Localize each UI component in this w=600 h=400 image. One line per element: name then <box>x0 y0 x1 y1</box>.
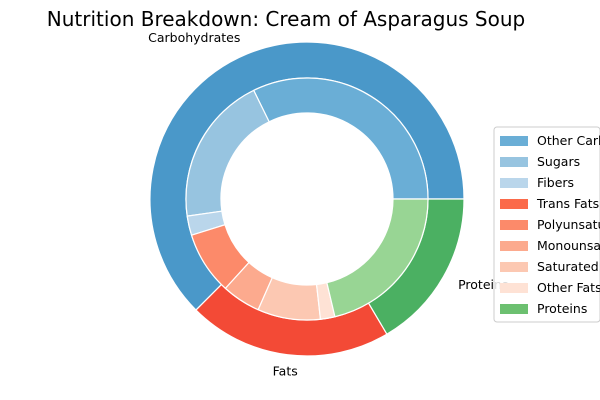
legend-label-fibers: Fibers <box>537 175 574 190</box>
legend-swatch-fibers <box>500 178 528 188</box>
legend-label-monounsaturated-fats: Monounsaturated Fats <box>537 238 600 253</box>
legend-label-sugars: Sugars <box>537 154 580 169</box>
legend-label-other-carbohydrates: Other Carbohydrates <box>537 133 600 148</box>
legend-label-proteins: Proteins <box>537 301 587 316</box>
inner-ring <box>185 77 429 321</box>
legend-swatch-proteins <box>500 304 528 314</box>
inner-slice-proteins <box>326 198 429 318</box>
legend-swatch-other-fats <box>500 283 528 293</box>
legend-swatch-trans-fats <box>500 199 528 209</box>
legend-label-trans-fats: Trans Fats <box>536 196 599 211</box>
chart-title: Nutrition Breakdown: Cream of Asparagus … <box>47 7 525 31</box>
legend-label-polyunsaturated-fats: Polyunsaturated Fats <box>537 217 600 232</box>
legend-label-other-fats: Other Fats <box>537 280 600 295</box>
legend-swatch-saturated-fats <box>500 262 528 272</box>
legend: Other Carbohydrates Sugars Fibers Trans Fat… <box>493 126 600 323</box>
legend-box <box>493 126 600 323</box>
legend-swatch-monounsaturated-fats <box>500 241 528 251</box>
outer-label-fats: Fats <box>273 364 298 379</box>
legend-swatch-sugars <box>500 157 528 167</box>
legend-swatch-other-carbohydrates <box>500 136 528 146</box>
legend-swatch-polyunsaturated-fats <box>500 220 528 230</box>
legend-label-saturated-fats: Saturated Fats <box>537 259 600 274</box>
outer-label-carbohydrates: Carbohydrates <box>148 30 240 45</box>
